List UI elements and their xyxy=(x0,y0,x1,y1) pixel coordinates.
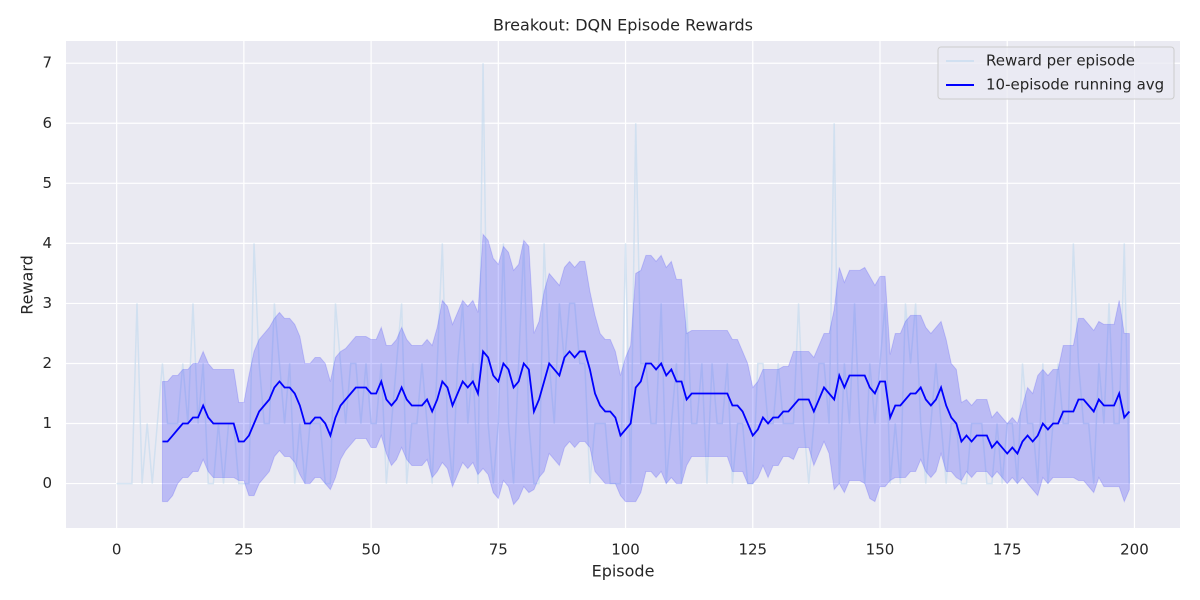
series-line xyxy=(162,349,1131,456)
marks xyxy=(116,63,1131,506)
y-tick-label: 4 xyxy=(42,234,52,252)
y-tick-label: 2 xyxy=(42,354,52,372)
series-line xyxy=(116,63,1131,485)
y-tick-label: 5 xyxy=(42,174,52,192)
grid xyxy=(66,41,1180,528)
x-tick-label: 150 xyxy=(866,541,895,559)
legend-box xyxy=(937,46,1175,100)
x-tick-label: 75 xyxy=(489,541,508,559)
x-tick-label: 100 xyxy=(611,541,640,559)
y-tick-label: 1 xyxy=(42,414,52,432)
x-tick-label: 125 xyxy=(738,541,767,559)
band-area xyxy=(161,233,1130,506)
y-tick-label: 7 xyxy=(42,54,52,72)
labels: 0 25 50 75 100 125 150 175 200 0 1 2 3 4 5 6 7 xyxy=(42,54,1148,559)
chart-title: Breakout: DQN Episode Rewards xyxy=(493,16,753,35)
y-tick-label: 0 xyxy=(42,474,52,492)
legend-label: Reward per episode xyxy=(986,52,1135,70)
y-tick-label: 6 xyxy=(42,114,52,132)
x-tick-label: 175 xyxy=(993,541,1022,559)
legend-label: 10-episode running avg xyxy=(986,76,1164,94)
x-tick-label: 50 xyxy=(362,541,381,559)
y-axis-title: Reward xyxy=(18,255,37,315)
x-tick-label: 0 xyxy=(112,541,122,559)
legend: Reward per episode 10-episode running avg xyxy=(937,46,1175,100)
y-tick-label: 3 xyxy=(42,294,52,312)
x-axis-title: Episode xyxy=(592,562,655,581)
x-tick-label: 25 xyxy=(234,541,253,559)
x-tick-label: 200 xyxy=(1120,541,1149,559)
